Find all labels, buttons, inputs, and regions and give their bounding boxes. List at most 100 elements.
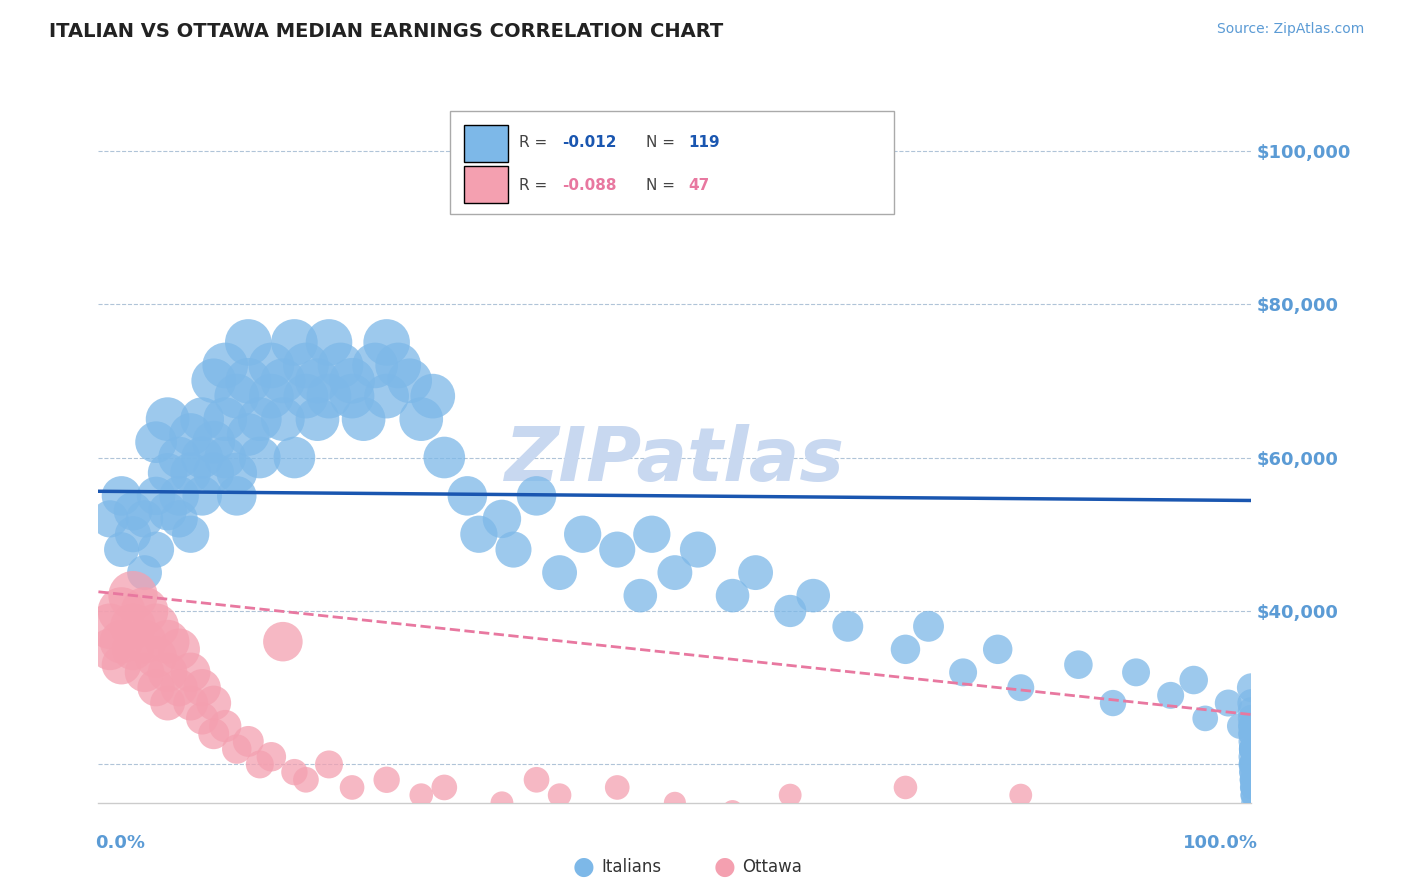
Point	[1240, 757, 1263, 772]
Point	[1240, 757, 1263, 772]
FancyBboxPatch shape	[450, 111, 894, 214]
Text: ITALIAN VS OTTAWA MEDIAN EARNINGS CORRELATION CHART: ITALIAN VS OTTAWA MEDIAN EARNINGS CORREL…	[49, 22, 724, 41]
Point	[156, 466, 179, 480]
Point	[894, 780, 917, 795]
Point	[283, 335, 305, 350]
Point	[167, 512, 190, 526]
Point	[225, 489, 247, 503]
Point	[433, 780, 456, 795]
Point	[411, 412, 433, 426]
Point	[1229, 719, 1251, 733]
Point	[779, 604, 801, 618]
Text: -0.088: -0.088	[562, 178, 616, 193]
Point	[156, 665, 179, 680]
Point	[134, 604, 156, 618]
Point	[145, 489, 167, 503]
Point	[398, 374, 420, 388]
Text: ZIPatlas: ZIPatlas	[505, 424, 845, 497]
Point	[468, 527, 491, 541]
Point	[191, 711, 214, 725]
Point	[307, 374, 329, 388]
Point	[98, 619, 121, 633]
Point	[167, 450, 190, 465]
Point	[98, 642, 121, 657]
Point	[134, 566, 156, 580]
Point	[1240, 727, 1263, 741]
Text: 47: 47	[689, 178, 710, 193]
Text: N =: N =	[647, 178, 681, 193]
Point	[1240, 742, 1263, 756]
Point	[307, 412, 329, 426]
Point	[145, 542, 167, 557]
Point	[1240, 765, 1263, 780]
Point	[1125, 665, 1147, 680]
Point	[271, 374, 294, 388]
Point	[502, 542, 524, 557]
Point	[134, 512, 156, 526]
Point	[1240, 780, 1263, 795]
Point	[1160, 689, 1182, 703]
Point	[1240, 727, 1263, 741]
Point	[180, 427, 202, 442]
Point	[491, 512, 513, 526]
Point	[491, 796, 513, 810]
Point	[122, 504, 145, 518]
Point	[110, 489, 132, 503]
Point	[318, 335, 340, 350]
Point	[214, 412, 236, 426]
Point	[1240, 734, 1263, 748]
Point	[526, 772, 548, 787]
Point	[249, 412, 271, 426]
Point	[353, 412, 375, 426]
Point	[225, 742, 247, 756]
Point	[664, 796, 686, 810]
Point	[1010, 788, 1032, 802]
Point	[952, 665, 974, 680]
Point	[1240, 704, 1263, 718]
Point	[628, 589, 651, 603]
Text: R =: R =	[519, 136, 553, 150]
Point	[110, 634, 132, 648]
Point	[1240, 772, 1263, 787]
Point	[134, 665, 156, 680]
Point	[987, 642, 1010, 657]
Point	[167, 489, 190, 503]
Point	[375, 389, 398, 403]
Point	[1010, 681, 1032, 695]
Point	[1240, 719, 1263, 733]
Point	[271, 412, 294, 426]
Point	[422, 389, 444, 403]
Point	[1218, 696, 1240, 710]
Point	[214, 359, 236, 373]
Point	[1240, 796, 1263, 810]
Point	[1240, 719, 1263, 733]
Point	[122, 642, 145, 657]
Point	[98, 512, 121, 526]
Point	[318, 389, 340, 403]
Point	[1240, 765, 1263, 780]
Point	[180, 696, 202, 710]
Point	[202, 696, 225, 710]
Text: 0.0%: 0.0%	[96, 834, 146, 852]
Point	[134, 634, 156, 648]
Point	[686, 542, 709, 557]
Point	[156, 634, 179, 648]
Point	[167, 642, 190, 657]
Point	[122, 619, 145, 633]
Point	[122, 527, 145, 541]
Point	[1240, 742, 1263, 756]
Point	[1240, 681, 1263, 695]
Point	[191, 412, 214, 426]
Point	[145, 435, 167, 450]
Point	[526, 489, 548, 503]
Text: Italians: Italians	[602, 858, 662, 876]
Point	[1182, 673, 1205, 687]
Text: 100.0%: 100.0%	[1184, 834, 1258, 852]
Point	[571, 527, 593, 541]
Point	[145, 619, 167, 633]
Point	[110, 604, 132, 618]
Point	[1240, 742, 1263, 756]
Point	[225, 389, 247, 403]
Point	[202, 435, 225, 450]
Point	[191, 450, 214, 465]
